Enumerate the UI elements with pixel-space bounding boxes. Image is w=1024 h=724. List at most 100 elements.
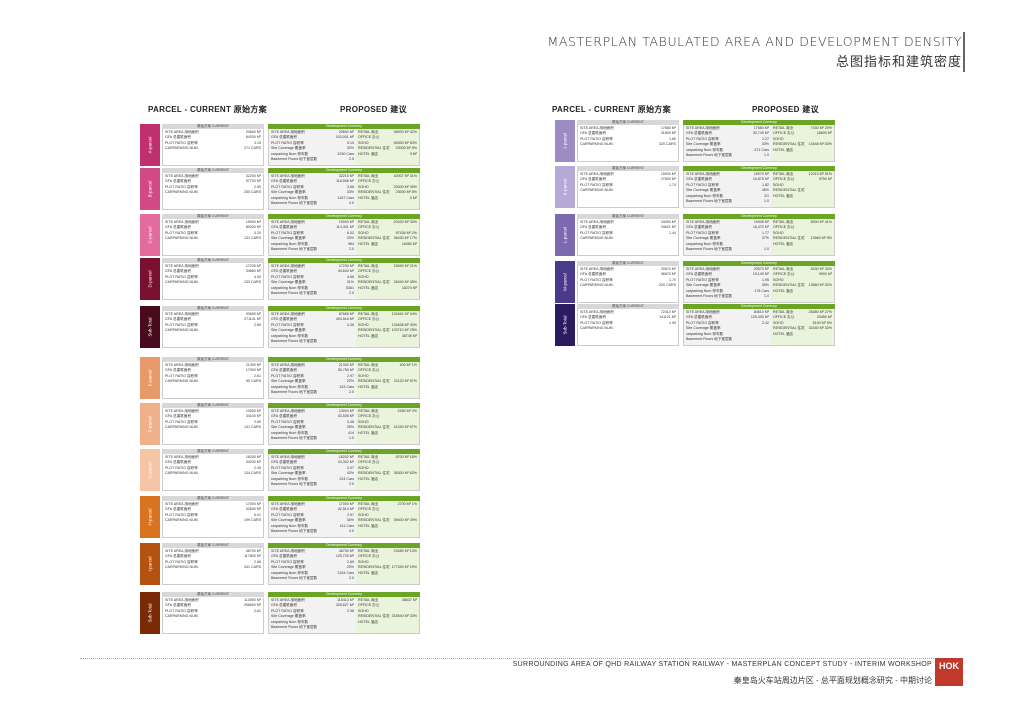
current-table-header: 原始方案 CURRENT: [162, 449, 264, 454]
row-value: 5140 M² 5%: [812, 320, 832, 325]
proposed-table: Development Currency SITE AREA 用地面积 19408 …: [683, 214, 835, 256]
data-row: carparking Num 停车数 411 Cars: [271, 524, 354, 529]
row-label: carparking Num 停车数: [271, 333, 309, 338]
row-value: 2700 M² 1%: [397, 502, 417, 506]
row-value: 42007 M² 31%: [393, 174, 417, 178]
data-row: RESIDENTIAL 住宅 21120 M² 57%: [358, 379, 417, 384]
row-value: 2.97: [347, 373, 354, 378]
data-row: SITE AREA 用地面积 24050 M²: [580, 220, 676, 225]
row-value: 19,875 M²: [752, 177, 769, 182]
row-value: 4.00: [254, 274, 261, 279]
data-row: RETAIL 商业 2450 M² 2%: [358, 409, 417, 414]
row-value: 2.0: [349, 291, 354, 296]
row-label: SITE AREA 用地面积: [165, 312, 199, 316]
row-value: 1.82: [762, 182, 769, 187]
row-value: 1.0: [349, 436, 354, 441]
data-row: SITE AREA 用地面积 16200 M²: [165, 455, 261, 460]
parcel-tab-label: M-parcel: [562, 273, 568, 291]
data-row: SITE AREA 用地面积 19004 M²: [271, 220, 354, 225]
data-row: PLOT RATIO 容积率 1.80: [580, 137, 676, 142]
data-row: SITE AREA 用地面积 20570 M²: [580, 267, 676, 272]
row-label: GFA 总建筑面积: [165, 507, 191, 512]
row-label: Basement Floors 地下室层数: [686, 199, 733, 204]
row-label: Basement Floors 地下室层数: [271, 157, 318, 162]
page-title: MASTERPLAN TABULATED AREA AND DEVELOPMEN…: [547, 34, 962, 70]
row-label: Site Coverage 覆盖率: [686, 142, 721, 147]
row-value: 19004 M²: [338, 220, 354, 224]
data-row: RESIDENTIAL 住宅 23000 M² 8%: [358, 190, 417, 195]
row-label: HOTEL 酒店: [773, 288, 794, 293]
proposed-metrics: SITE AREA 用地面积 17230 M² GFA 总建筑面积 44,644 M²…: [269, 263, 356, 299]
data-row: PLOT RATIO 容积率 6.02: [271, 231, 354, 236]
row-label: PLOT RATIO 容积率: [271, 419, 304, 424]
data-row: RETAIL 商业 15940 M² 21%: [358, 264, 417, 269]
proposed-table-body: SITE AREA 用地面积 15970 M² GFA 总建筑面积 19,875 M²…: [683, 171, 835, 208]
row-value: 471 Cars: [754, 147, 769, 152]
page-title-cn: 总图指标和建筑密度: [835, 54, 962, 69]
data-row: RESIDENTIAL 住宅 14448 M² 53%: [773, 142, 832, 147]
row-value: 2450 M² 2%: [397, 409, 417, 413]
row-label: carparking Num 停车数: [686, 288, 724, 293]
row-value: 17230 M²: [245, 264, 261, 268]
row-label: PLOT RATIO 容积率: [686, 320, 719, 325]
row-value: 29%: [346, 565, 354, 570]
row-value: 64200 M²: [245, 135, 261, 140]
row-value: 1.74: [669, 182, 676, 187]
row-value: 5.15: [347, 140, 354, 145]
row-value: 15970 M²: [753, 172, 769, 176]
row-label: PLOT RATIO 容积率: [165, 465, 198, 470]
row-label: SITE AREA 用地面积: [165, 174, 199, 178]
current-table-header: 原始方案 CURRENT: [162, 403, 264, 408]
row-label: Site Coverage 覆盖率: [686, 236, 721, 241]
current-table-header: 原始方案 CURRENT: [162, 496, 264, 501]
data-row: GFA 总建筑面积 404,518 M²: [271, 317, 354, 322]
data-row: RESIDENTIAL 住宅 315540 M² 33%: [358, 614, 417, 619]
parcel-tab: C-parcel: [140, 214, 160, 256]
row-label: OFFICE 办公: [773, 225, 795, 230]
data-row: SOHO 134638 M² 30%: [358, 323, 417, 328]
proposed-metrics: SITE AREA 用地面积 21300 M² GFA 总建筑面积 55,750 M²…: [269, 362, 356, 398]
row-label: PLOT RATIO 容积率: [271, 274, 304, 279]
row-label: PLOT RATIO 容积率: [271, 230, 304, 235]
row-value: 133 CARS: [244, 280, 261, 285]
hok-logo: HOK: [935, 658, 963, 686]
data-row: HOTEL 酒店: [773, 242, 832, 247]
row-label: OFFICE 办公: [358, 317, 380, 322]
row-label: CARPARKING NUM.: [165, 614, 199, 619]
row-label: SITE AREA 用地面积: [271, 409, 305, 413]
row-label: Basement Floors 地下室层数: [271, 247, 318, 252]
proposed-table-body: SITE AREA 用地面积 84610 M² GFA 总建筑面积 125,430 M…: [683, 309, 835, 346]
row-label: RESIDENTIAL 住宅: [358, 190, 390, 195]
data-row: GFA 总建筑面积 64200 M²: [165, 135, 261, 140]
data-row: PLOT RATIO 容积率 5.01: [165, 513, 261, 518]
data-row: Basement Floors 地下室层数 1.0: [686, 247, 769, 252]
proposed-table: Development Currency SITE AREA 用地面积 19004 …: [268, 214, 420, 256]
row-value: 13000 M²: [245, 409, 261, 413]
footer-title-en: SURROUNDING AREA OF QHD RAILWAY STATION …: [512, 661, 932, 668]
data-row: RESIDENTIAL 住宅 28440 M² 45%: [358, 280, 417, 285]
current-table-body: SITE AREA 用地面积 13000 M² GFA 总建筑面积 34100 M² P…: [162, 408, 264, 445]
data-row: Basement Floors 地下室层数 1.0: [271, 436, 354, 441]
row-label: SOHO: [773, 320, 784, 325]
row-value: 17660 M²: [753, 126, 769, 130]
current-table-body: SITE AREA 用地面积 15930 M² GFA 总建筑面积 27600 M² P…: [577, 171, 679, 208]
current-table-body: SITE AREA 用地面积 20570 M² GFA 总建筑面积 36670 M² P…: [577, 266, 679, 303]
row-label: CARPARKING NUM.: [165, 565, 199, 570]
row-value: 7430 M² 29%: [810, 126, 832, 130]
current-table-body: SITE AREA 用地面积 24050 M² GFA 总建筑面积 34621 M² P…: [577, 219, 679, 256]
parcel-block: Sub-Total 原始方案 CURRENT SITE AREA 用地面积 93690…: [140, 306, 422, 348]
data-row: PLOT RATIO 容积率 1.95: [686, 278, 769, 283]
row-label: SITE AREA 用地面积: [271, 598, 305, 602]
row-label: PLOT RATIO 容积率: [271, 140, 304, 145]
row-value: 18600 M²: [816, 131, 832, 136]
proposed-table: Development Currency SITE AREA 用地面积 46700 …: [268, 543, 420, 585]
row-label: GFA 总建筑面积: [165, 368, 191, 373]
data-row: SITE AREA 用地面积 17230 M²: [271, 264, 354, 269]
data-row: OFFICE 办公: [773, 225, 832, 230]
data-row: PLOT RATIO 容积率 4.66: [271, 275, 354, 280]
row-label: Basement Floors 地下室层数: [271, 201, 318, 206]
row-value: 3.10: [254, 140, 261, 145]
data-row: RESIDENTIAL 住宅 39400 M² 39%: [358, 518, 417, 523]
row-value: 20420 M² 30%: [393, 220, 417, 224]
row-label: Site Coverage 覆盖率: [686, 283, 721, 288]
